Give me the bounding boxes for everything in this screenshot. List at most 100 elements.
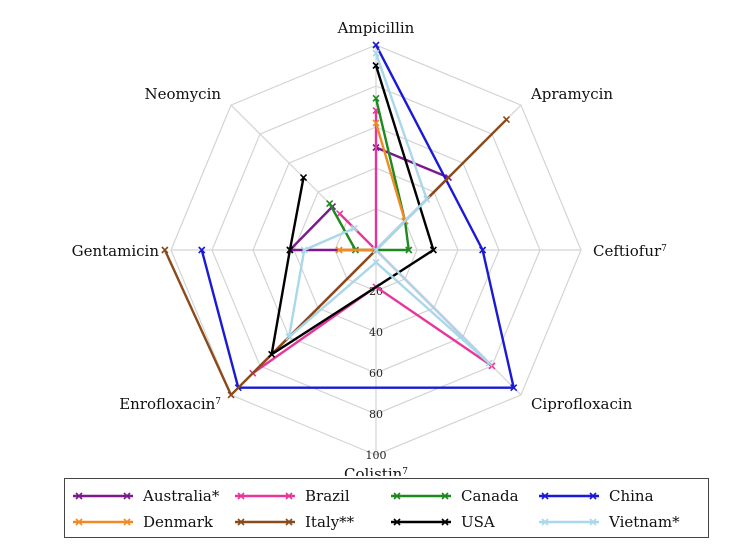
legend-item: China [537,485,654,507]
data-point [429,246,437,254]
legend-marker [285,492,293,500]
series-group [268,61,437,358]
radial-tick-label: 100 [366,449,387,462]
series-group [198,41,518,392]
data-point [372,246,380,254]
legend-label: Australia* [143,487,220,505]
legend-item: Australia* [71,485,219,507]
legend-marker [393,492,401,500]
series-line [200,249,240,389]
legend-marker [441,518,449,526]
legend-swatch [391,518,451,526]
legend-item: Italy** [233,511,354,533]
series-line [375,285,493,367]
legend-marker [589,518,597,526]
data-point [485,359,493,367]
data-point [479,246,487,254]
legend-label: USA [461,513,495,531]
series-group [285,49,493,367]
legend-swatch [235,518,295,526]
legend-swatch [73,518,133,526]
data-point [405,246,413,254]
series-line [287,249,306,338]
legend: Australia* Brazil Canada China Denmark I… [64,478,709,538]
legend-marker [123,492,131,500]
data-point [335,246,343,254]
series-line [288,261,377,338]
legend-marker [393,518,401,526]
legend-label: Vietnam* [609,513,680,531]
series-line [375,261,490,364]
legend-label: Canada [461,487,519,505]
series-line [403,220,410,251]
axis-label-superscript: 7 [215,397,221,407]
series-line [303,227,355,252]
legend-marker [541,518,549,526]
legend-swatch [539,518,599,526]
series-line [374,52,428,200]
legend-marker [237,518,245,526]
data-point [372,49,380,57]
legend-swatch [391,492,451,500]
series-line [289,205,334,251]
series-line [163,249,233,396]
axis-label-superscript: 7 [402,467,408,476]
data-point [198,246,206,254]
axis-label: Neomycin [144,85,221,103]
series-line [338,212,377,251]
axis-label: Colistin7 [344,465,408,476]
legend-swatch [73,492,133,500]
legend-item: Brazil [233,485,350,507]
legend-item: USA [389,511,495,533]
data-point [372,119,380,127]
series-line [481,249,515,388]
series-line [230,118,508,396]
radial-tick-label: 80 [369,408,383,421]
data-point [510,384,518,392]
legend-label: China [609,487,654,505]
data-point [286,246,294,254]
axis-label: Apramycin [530,85,613,103]
legend-item: Canada [389,485,519,507]
legend-marker [441,492,449,500]
series-line [375,249,490,364]
axis-label: Ciprofloxacin [531,395,633,413]
legend-marker [237,492,245,500]
series-line [374,65,435,251]
legend-label: Brazil [305,487,350,505]
data-point [350,224,358,232]
axis-label: Enrofloxacin7 [119,395,221,413]
data-point [502,115,511,124]
series-line [374,122,407,222]
series-line [328,203,357,251]
series-line [270,249,292,355]
legend-marker [75,518,83,526]
legend-item: Denmark [71,511,213,533]
axis-label: Ceftiofur7 [593,242,667,260]
data-point [299,173,308,182]
series-line [375,198,428,251]
legend-marker [589,492,597,500]
series-group [161,115,511,399]
data-point [285,333,293,341]
data-point [372,258,380,266]
data-point [326,200,334,208]
data-point [423,195,431,203]
legend-marker [75,492,83,500]
data-point [372,61,380,70]
legend-swatch [539,492,599,500]
radar-series [161,41,518,399]
data-point [372,41,380,49]
legend-swatch [235,492,295,500]
data-point [227,391,235,399]
data-point [372,94,380,102]
radial-tick-label: 40 [369,326,383,339]
axis-label: Gentamicin [72,242,160,260]
data-point [161,246,169,254]
radial-tick-label: 60 [369,367,383,380]
series-line [270,248,435,356]
legend-marker [285,518,293,526]
legend-item: Vietnam* [537,511,680,533]
legend-label: Italy** [305,513,355,531]
